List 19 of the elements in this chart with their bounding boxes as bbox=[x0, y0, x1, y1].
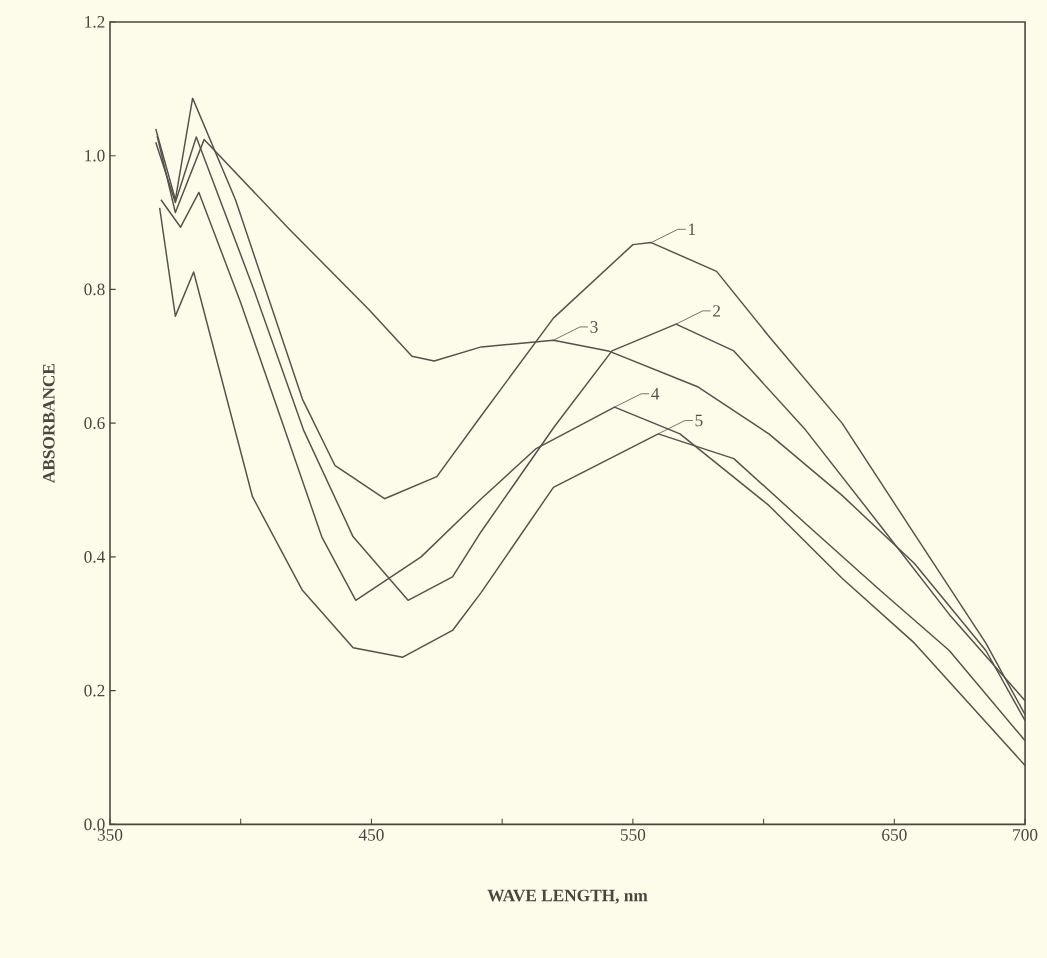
y-axis-title: ABSORBANCE bbox=[43, 364, 55, 484]
y-tick-label: 1.2 bbox=[85, 16, 105, 28]
legend-label: 1 bbox=[689, 223, 696, 236]
x-tick-label: 550 bbox=[620, 829, 646, 841]
y-tick-label: 0.8 bbox=[84, 283, 105, 296]
legend-label: 3 bbox=[590, 321, 598, 333]
y-tick-label: 0.4 bbox=[84, 551, 106, 563]
legend-label: 2 bbox=[713, 305, 721, 317]
x-tick-label: 700 bbox=[1013, 829, 1038, 841]
x-tick-label: 350 bbox=[97, 829, 123, 841]
y-tick-label: 0.6 bbox=[84, 417, 105, 430]
x-tick-label: 650 bbox=[882, 829, 907, 841]
y-tick-label: 0.0 bbox=[84, 818, 105, 831]
legend-label: 4 bbox=[651, 388, 660, 400]
legend-label: 5 bbox=[695, 414, 703, 427]
y-tick-label: 0.2 bbox=[84, 684, 105, 697]
x-axis-title: WAVE LENGTH, nm bbox=[487, 889, 648, 904]
y-tick-label: 1.0 bbox=[85, 149, 105, 162]
x-tick-label: 450 bbox=[358, 829, 384, 841]
